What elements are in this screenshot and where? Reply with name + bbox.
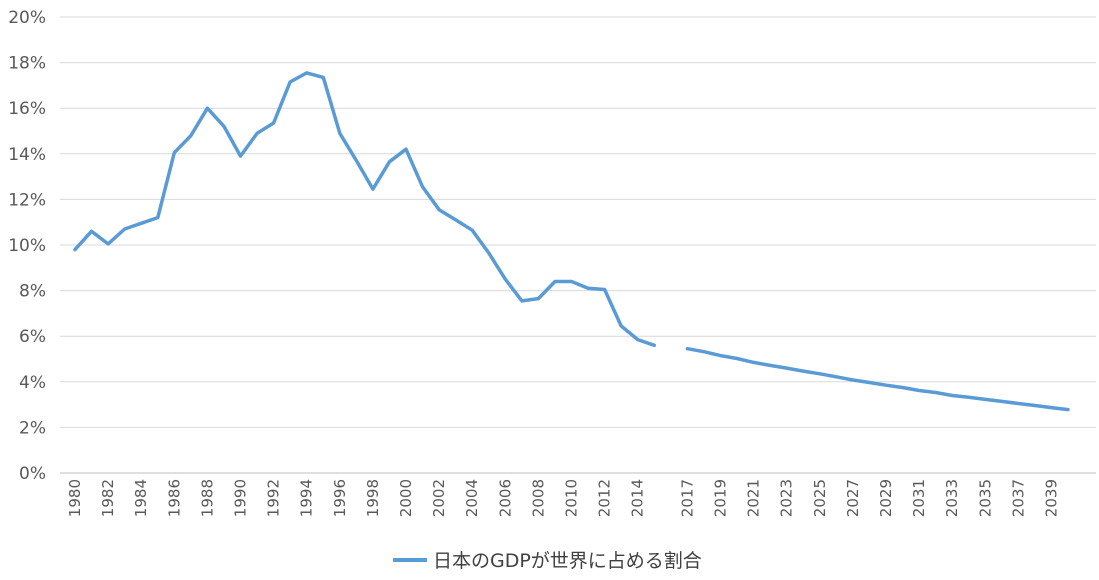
y-tick-label: 4% [19,373,46,393]
x-tick-label: 1984 [132,479,150,517]
x-tick-label: 2027 [844,479,862,517]
x-tick-label: 2017 [678,479,696,517]
series-line-segment [73,71,657,348]
x-tick-label: 2033 [943,479,961,517]
x-tick-label: 2029 [877,479,895,517]
x-tick-label: 2002 [430,479,448,517]
legend: 日本のGDPが世界に占める割合 [393,550,702,572]
series-lines [73,71,1070,412]
x-tick-label: 2012 [596,479,614,517]
y-tick-label: 2% [19,418,46,438]
x-tick-label: 2008 [529,479,547,517]
x-tick-label: 2004 [463,479,481,517]
x-tick-label: 2031 [910,479,928,517]
x-tick-label: 1988 [198,479,216,517]
x-tick-label: 2025 [811,479,829,517]
x-tick-label: 2021 [745,479,763,517]
x-tick-label: 1992 [265,479,283,517]
series-line-segment [685,346,1070,412]
x-tick-label: 2023 [778,479,796,517]
x-tick-label: 1990 [232,479,250,517]
y-tick-label: 6% [19,327,46,347]
y-tick-label: 12% [8,190,46,210]
x-tick-label: 1980 [66,479,84,517]
x-axis-ticks: 1980 1982 1984 1986 1988 1990 1992 1994 1996 1998… [66,479,1060,517]
y-tick-label: 16% [8,99,46,119]
legend-label: 日本のGDPが世界に占める割合 [433,550,702,572]
x-tick-label: 2014 [629,479,647,517]
y-tick-label: 18% [8,54,46,74]
x-tick-label: 2010 [563,479,581,517]
x-tick-label: 1982 [99,479,117,517]
x-tick-label: 2006 [496,479,514,517]
x-tick-label: 1998 [364,479,382,517]
y-tick-label: 8% [19,282,46,302]
x-tick-label: 2039 [1042,479,1060,517]
y-tick-label: 0% [19,464,46,484]
y-tick-label: 10% [8,236,46,256]
x-tick-label: 2035 [976,479,994,517]
y-tick-label: 20% [8,8,46,28]
y-axis-ticks: 0% 2% 4% 6% 8% 10% 12% 14% 16% 18% 20% [8,8,46,484]
x-tick-label: 1986 [165,479,183,517]
x-tick-label: 2019 [711,479,729,517]
x-tick-label: 1996 [331,479,349,517]
x-tick-label: 2000 [397,479,415,517]
y-tick-label: 14% [8,145,46,165]
x-tick-label: 1994 [298,479,316,517]
x-tick-label: 2037 [1009,479,1027,517]
gridlines [60,16,1096,428]
